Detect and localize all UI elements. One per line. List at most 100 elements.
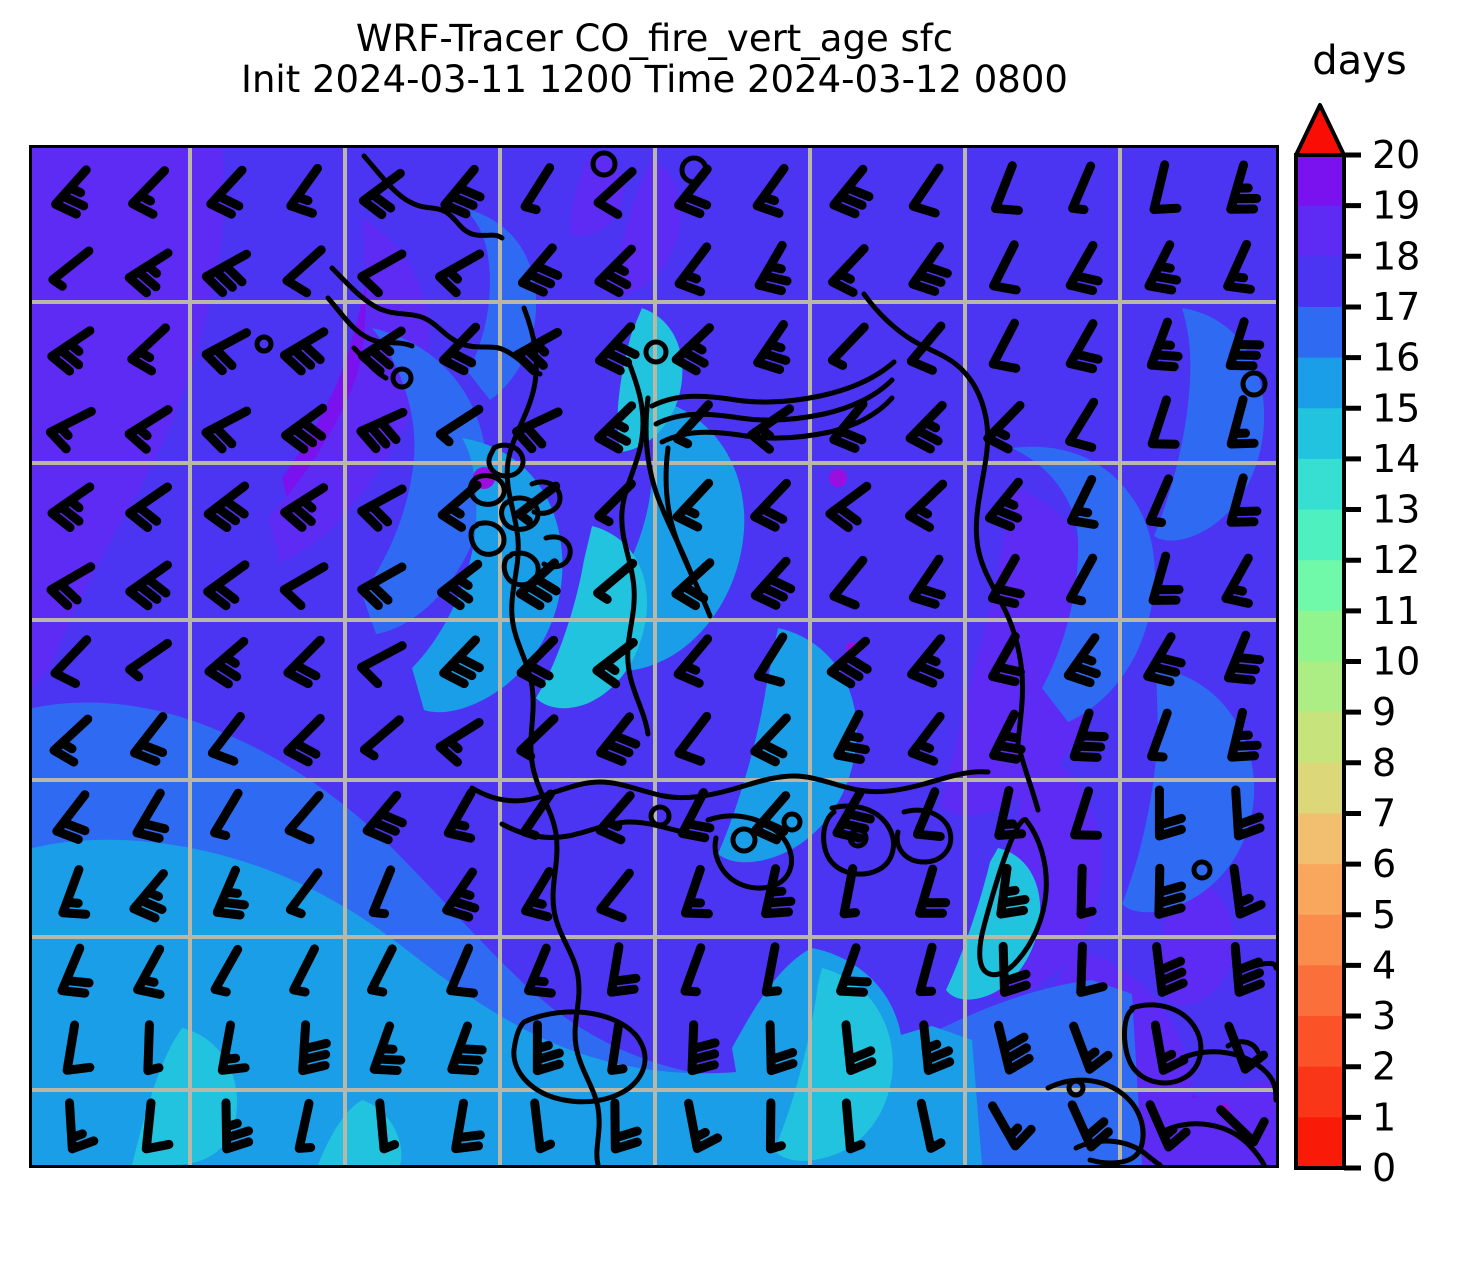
wind-barb [1226,473,1262,527]
colorbar-band [1296,306,1344,359]
wind-barb [514,481,561,526]
wind-barb [435,249,485,298]
wind-barb [437,480,482,532]
wind-barb [50,635,92,688]
wind-barb [130,712,168,766]
colorbar-tick-label: 18 [1372,234,1420,278]
colorbar-band [1296,813,1344,865]
wind-barb [129,869,168,923]
wind-barb [595,791,635,845]
wind-barb [520,163,555,215]
colorbar-band [1296,458,1344,511]
wind-barb [133,944,165,999]
wind-barb [57,943,94,998]
wind-barb [279,327,329,376]
wind-barb [125,560,172,611]
wind-barb [451,1098,485,1154]
wind-barb [829,164,874,219]
wind-barb [994,1020,1034,1075]
wind-barb [832,788,875,843]
colorbar-band [1296,155,1344,207]
wind-barb [143,1020,164,1076]
wind-barb [989,709,1026,764]
wind-barb [48,246,94,291]
colorbar-band [1296,205,1344,257]
wind-barb [284,791,324,845]
wind-barbs [45,160,1269,1154]
wind-barb [677,788,715,843]
wind-barb [825,481,872,532]
wind-barb [829,555,868,610]
wind-barb [750,556,796,610]
page-title: WRF-Tracer CO_fire_vert_age sfc Init 202… [29,18,1280,101]
wind-barb [606,942,641,997]
wind-barb [51,165,91,219]
wind-barb [437,559,483,611]
wind-barb [1152,942,1188,997]
wind-barb [1067,1100,1113,1152]
wind-barb [125,638,172,682]
wind-barb [125,482,172,532]
wind-barb [593,558,638,604]
wind-barb [357,249,407,298]
wind-barb [357,484,407,532]
wind-barb [530,1098,556,1154]
wind-barb [356,407,408,454]
wind-barb [827,322,869,370]
wind-barb [357,562,407,610]
wind-barb [1145,1100,1191,1152]
wind-barb [1224,1021,1268,1074]
wind-barb [674,711,712,766]
wind-barb [1145,474,1173,527]
wind-barb [201,406,252,454]
colorbar-band [1296,712,1344,764]
wind-barb [1066,553,1098,606]
wind-barb [279,562,329,610]
wind-barb [905,479,948,532]
wind-barb [362,790,407,845]
wind-barb [908,242,952,296]
colorbar-band [1296,610,1344,663]
wind-barb [1226,395,1259,449]
wind-barb [1149,160,1182,214]
contour-map [32,148,1276,1165]
wind-barb [671,323,714,376]
wind-barb [1150,1020,1189,1075]
wind-barb [594,401,637,454]
colorbar-band [1296,661,1344,713]
wind-barb [217,1020,250,1075]
wind-barb [282,245,326,298]
wind-barb [750,713,791,767]
colorbar-tick-label: 4 [1372,943,1396,987]
wind-barb [1229,863,1266,919]
colorbar-tick-label: 15 [1372,386,1420,430]
wind-barb [988,318,1021,373]
wind-barb [671,558,715,611]
colorbar-band [1296,1066,1344,1118]
wind-barb [991,161,1023,215]
wind-barb [1226,160,1262,214]
wind-barb [908,163,944,218]
wind-barb [47,482,95,532]
wind-barb [989,240,1021,295]
wind-barb [1067,474,1099,529]
wind-barb [210,788,243,840]
wind-barb [1154,785,1186,841]
wind-barb [358,326,406,376]
wind-barb [753,632,788,687]
wind-barb [907,711,945,766]
wind-barb [524,943,556,998]
wind-barb [916,1098,946,1153]
colorbar-band [1296,864,1344,916]
wind-barb [1065,240,1103,295]
colorbar-tick-label: 12 [1372,538,1420,582]
wind-barb [681,864,713,919]
colorbar-tick-label: 1 [1372,1095,1396,1139]
wind-barb [359,715,404,761]
wind-barb [439,322,481,376]
wind-barb [1223,239,1255,294]
colorbar-band [1296,1016,1344,1068]
colorbar-tick-label: 14 [1372,437,1420,481]
wind-barb [128,166,170,219]
wind-barb [521,867,554,922]
